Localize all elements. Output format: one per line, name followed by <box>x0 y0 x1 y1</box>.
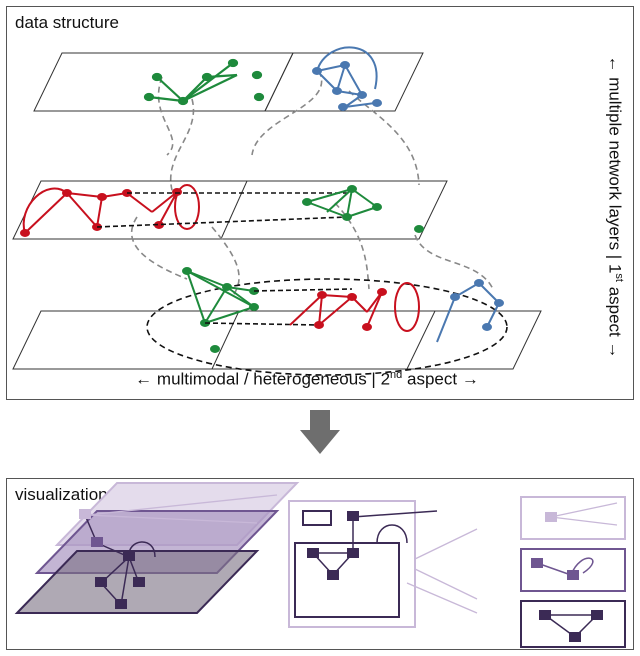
panel-title: visualization <box>15 485 108 504</box>
layer2-red-network <box>20 184 200 237</box>
layer2-green-network <box>302 185 424 233</box>
node-mid <box>91 537 103 547</box>
panel-title: data structure <box>15 13 119 32</box>
juxtaposed-panel-3 <box>520 600 626 648</box>
layer1-plane-right <box>264 52 424 112</box>
juxtaposed-edges-1 <box>550 502 618 526</box>
multilayer-network-diagram <box>12 46 542 376</box>
node-top <box>79 509 91 519</box>
nested-node-1 <box>347 511 359 521</box>
layer1-green-network <box>143 58 265 106</box>
connector-4 <box>348 90 420 186</box>
second-aspect-axis-label: ← multimodal / heterogeneous | 2nd aspec… <box>135 369 479 389</box>
first-aspect-axis-label: ← multiple network layers | 1st aspect → <box>605 55 625 359</box>
nested-outer-edges <box>406 528 478 614</box>
layer3-red-network <box>289 282 420 332</box>
visualization-diagram <box>14 482 626 648</box>
layer2-cross-links <box>96 192 348 228</box>
connector-8 <box>414 234 494 290</box>
juxtaposed-node-5 <box>591 610 603 620</box>
node-bottom-2 <box>133 577 145 587</box>
layer3-divider-1 <box>211 310 240 370</box>
juxtaposed-panel-1 <box>520 496 626 540</box>
juxtaposed-panel-2 <box>520 548 626 592</box>
nested-inner-frame <box>294 542 400 618</box>
nested-node-4 <box>327 570 339 580</box>
node-hub <box>123 551 135 561</box>
stacked-top-edges <box>86 494 278 524</box>
nested-outer-frame <box>288 500 416 628</box>
layer3-blue-network <box>436 279 504 343</box>
visualization-panel: visualization <box>6 478 634 650</box>
juxtaposed-node-4 <box>539 610 551 620</box>
nested-node-2 <box>307 548 319 558</box>
layer1-blue-network <box>312 46 382 111</box>
node-bottom-1 <box>95 577 107 587</box>
connector-2 <box>157 76 174 156</box>
layer2-divider <box>220 180 248 240</box>
connector-5 <box>211 226 240 298</box>
juxtaposed-node-6 <box>569 632 581 642</box>
layer3-green-network <box>182 267 259 353</box>
down-arrow-icon <box>300 410 340 454</box>
nested-hollow-node <box>302 510 332 526</box>
juxtaposed-node-2 <box>531 558 543 568</box>
nested-node-3 <box>347 548 359 558</box>
juxtaposed-node-3 <box>567 570 579 580</box>
connector-7 <box>334 202 370 290</box>
juxtaposed-edges-2 <box>536 557 594 576</box>
connector-3 <box>251 70 323 156</box>
juxtaposed-node-1 <box>545 512 557 522</box>
inter-layer-connectors <box>130 70 494 298</box>
layer3-group-ellipse <box>146 278 508 376</box>
node-bottom-3 <box>115 599 127 609</box>
layer3-plane <box>12 310 542 370</box>
nested-links <box>312 510 438 576</box>
layer3-cross-links <box>204 288 353 326</box>
connector-1 <box>169 98 195 200</box>
layer2-plane-left <box>12 180 448 240</box>
data-structure-panel: data structure <box>6 6 634 400</box>
layer3-divider-2 <box>406 310 436 370</box>
